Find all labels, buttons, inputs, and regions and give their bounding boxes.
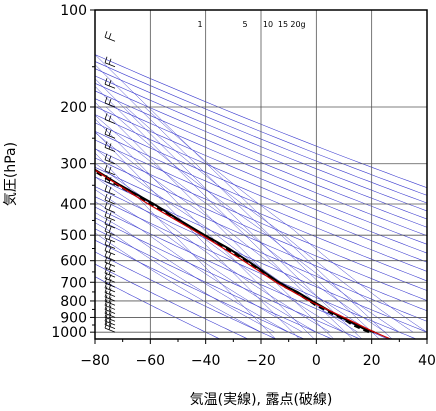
wind-barb <box>104 286 116 297</box>
dry-adiabat-line <box>95 68 427 204</box>
y-tick-label: 700 <box>60 275 87 291</box>
temperature-profile-line <box>95 168 375 334</box>
dry-adiabat-line <box>95 106 427 245</box>
wind-barb <box>104 210 116 221</box>
wind-barb <box>113 10 115 11</box>
wind-barb <box>104 193 116 205</box>
wind-barb <box>104 225 116 236</box>
reference-profile-line <box>95 169 391 339</box>
moist-adiabat-line <box>95 189 317 333</box>
mixing-ratio-line <box>95 101 334 339</box>
wind-barb <box>104 303 116 314</box>
dry-adiabat-line <box>95 61 427 196</box>
mixing-ratio-labels: 1 5 10 15 20g <box>197 20 305 29</box>
isotherm-gridlines <box>149 10 373 339</box>
x-axis-title: 気温(実線), 露点(破線) <box>190 392 333 408</box>
dry-adiabat-line <box>95 114 427 254</box>
x-tick-label: 40 <box>418 353 436 369</box>
dry-adiabat-line <box>95 82 427 220</box>
mixing-ratio-label: 15 <box>278 20 288 29</box>
dry-adiabat-line <box>95 98 427 237</box>
y-tick-label: 1000 <box>51 325 87 341</box>
wind-barb <box>104 244 116 256</box>
y-tick-label: 800 <box>60 294 87 310</box>
mixing-ratio-line <box>95 131 300 339</box>
x-tick-label: −80 <box>80 353 110 369</box>
mixing-ratio-line <box>95 118 315 339</box>
wind-barb <box>104 184 116 196</box>
wind-barb <box>104 290 116 302</box>
mixing-ratio-line <box>95 152 276 339</box>
wind-barb <box>104 164 116 176</box>
dewpoint-profile-line <box>95 170 370 334</box>
wind-barb <box>104 217 116 229</box>
wind-barb <box>104 307 116 318</box>
y-tick-label: 900 <box>60 310 87 326</box>
wind-barb <box>104 31 116 42</box>
mixing-ratio-line <box>95 86 353 339</box>
wind-barb <box>104 311 116 322</box>
dry-adiabat-line <box>95 54 427 189</box>
x-axis-ticks: −80 −60 −40 −20 0 20 40 <box>80 339 436 369</box>
moist-adiabat-line <box>95 148 358 333</box>
wind-barb <box>104 175 116 186</box>
moist-adiabat-line <box>95 201 303 333</box>
x-tick-label: −20 <box>246 353 276 369</box>
y-tick-label: 600 <box>60 254 87 270</box>
dry-adiabat-line <box>95 75 427 212</box>
dry-adiabat-line <box>95 166 427 312</box>
wind-barb <box>104 299 116 310</box>
mixing-ratio-label: 20g <box>290 20 305 29</box>
wind-barb <box>104 202 116 213</box>
wind-barb <box>104 128 116 139</box>
mixing-ratio-label: 10 <box>263 20 273 29</box>
wind-barb <box>104 113 116 124</box>
mixing-ratio-lines <box>95 54 393 339</box>
dry-adiabat-line <box>95 90 427 228</box>
mixing-ratio-line <box>95 54 393 339</box>
moist-adiabat-line <box>95 132 372 333</box>
wind-barb <box>104 96 116 108</box>
dry-adiabat-line <box>95 122 427 263</box>
moist-adiabat-line <box>95 232 262 333</box>
mixing-ratio-line <box>95 64 380 339</box>
wind-barb <box>104 238 116 249</box>
dry-adiabat-line <box>95 139 427 282</box>
mixing-ratio-label: 1 <box>197 20 202 29</box>
y-tick-label: 500 <box>60 228 87 244</box>
dry-adiabat-line <box>95 251 277 339</box>
wind-barb <box>104 141 116 152</box>
y-axis-title: 気圧(hPa) <box>3 142 19 206</box>
x-tick-label: 0 <box>312 353 321 369</box>
dry-adiabat-line <box>95 130 427 272</box>
dry-adiabat-line <box>95 263 249 339</box>
moist-adiabat-line <box>95 176 331 333</box>
x-tick-label: −40 <box>191 353 221 369</box>
profile-series <box>95 168 391 339</box>
y-tick-label: 100 <box>60 3 87 19</box>
wind-barb <box>104 295 116 306</box>
x-tick-label: 20 <box>363 353 381 369</box>
y-tick-label: 400 <box>60 197 87 213</box>
dry-adiabat-line <box>95 148 427 291</box>
mixing-ratio-label: 5 <box>242 20 247 29</box>
wind-barb <box>104 78 116 89</box>
x-tick-label: −60 <box>136 353 166 369</box>
wind-barb <box>104 281 116 293</box>
wind-barb <box>104 231 116 243</box>
y-tick-label: 300 <box>60 157 87 173</box>
wind-barbs <box>104 10 116 333</box>
y-tick-label: 200 <box>60 100 87 116</box>
wind-barb <box>104 153 116 165</box>
wind-barb <box>104 56 116 68</box>
